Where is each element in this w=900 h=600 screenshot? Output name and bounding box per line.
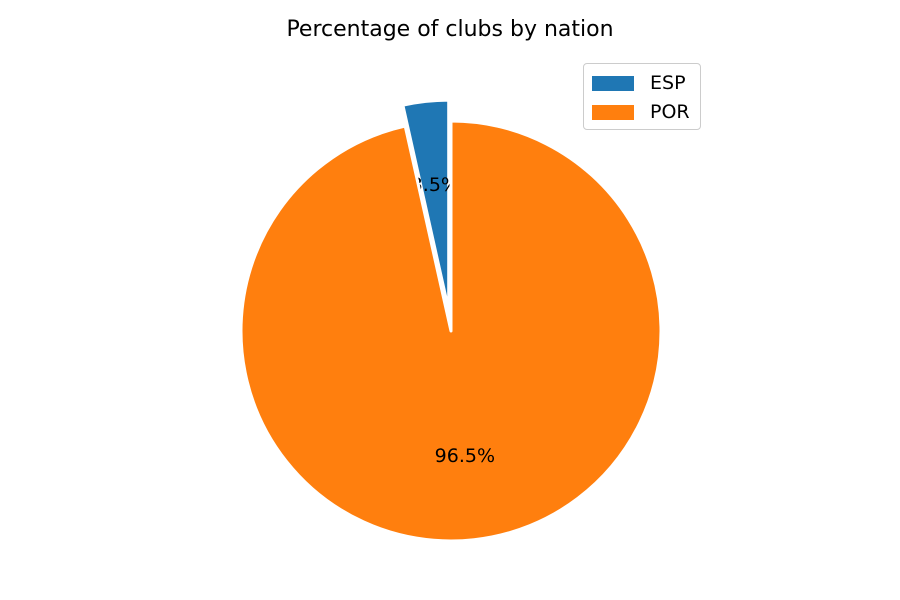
pie-label-esp: 3.5% bbox=[411, 174, 459, 196]
legend: ESP POR bbox=[583, 63, 701, 130]
legend-swatch-por bbox=[592, 104, 634, 120]
pie-slice-esp bbox=[401, 98, 451, 312]
legend-item-por: POR bbox=[592, 101, 690, 123]
legend-label-por: POR bbox=[650, 101, 690, 123]
legend-label-esp: ESP bbox=[650, 72, 686, 94]
pie-slice-por bbox=[239, 119, 663, 543]
pie-label-por: 96.5% bbox=[435, 445, 495, 467]
legend-item-esp: ESP bbox=[592, 72, 686, 94]
chart-title: Percentage of clubs by nation bbox=[286, 17, 614, 42]
legend-swatch-esp bbox=[592, 75, 634, 91]
